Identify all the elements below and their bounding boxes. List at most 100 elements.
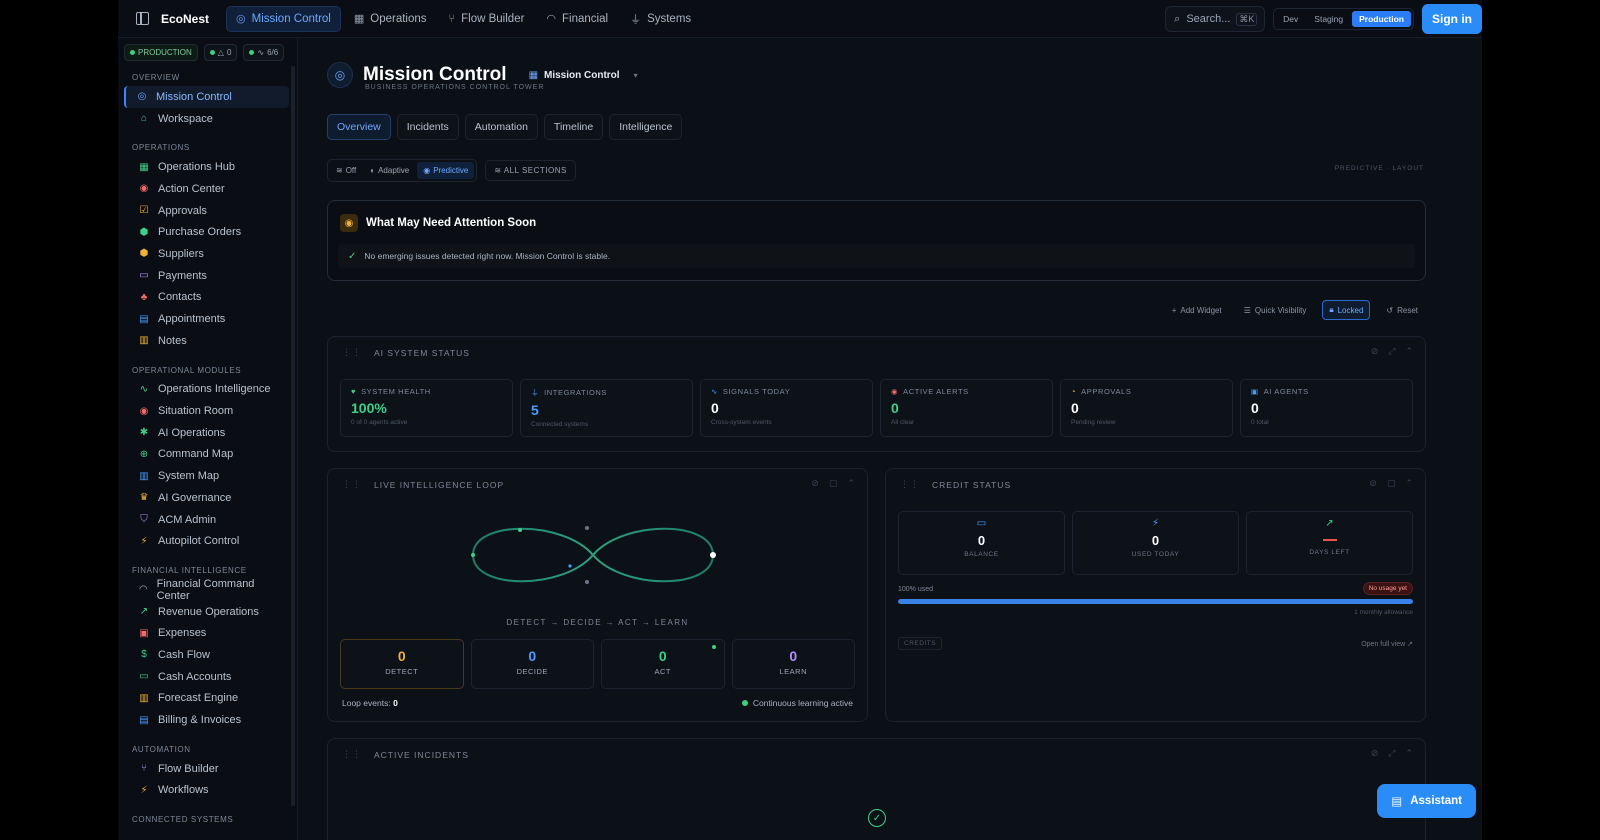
- sidebar-item-forecast-engine[interactable]: ▥ Forecast Engine: [124, 688, 289, 710]
- tab-overview[interactable]: Overview: [327, 114, 391, 140]
- tab-intelligence[interactable]: Intelligence: [609, 114, 683, 140]
- tab-incidents[interactable]: Incidents: [396, 114, 459, 140]
- panel-header: ⋮⋮ AI SYSTEM STATUS: [342, 347, 470, 358]
- sign-in-button[interactable]: Sign in: [1422, 4, 1482, 34]
- stat-label-row: ♥ SYSTEM HEALTH: [351, 387, 502, 396]
- nav-tab-systems[interactable]: ⏚ Systems: [621, 6, 700, 32]
- env-dev[interactable]: Dev: [1283, 14, 1299, 24]
- loop-node: [585, 580, 589, 584]
- alerts-badge[interactable]: △ 0: [203, 44, 238, 61]
- nav-tab-operations[interactable]: ▦ Operations: [345, 6, 436, 32]
- all-sections-button[interactable]: ≋ ALL SECTIONS: [485, 160, 576, 181]
- search-input[interactable]: ⌕ Search... ⌘K: [1165, 6, 1266, 32]
- chevron-up-icon[interactable]: ⌃: [1405, 748, 1413, 758]
- loop-node: [585, 526, 589, 530]
- sidebar-item-workspace[interactable]: ⌂ Workspace: [124, 108, 289, 130]
- stat-subtext: Pending review: [1071, 419, 1116, 426]
- sidebar-item-label: Suppliers: [158, 247, 204, 260]
- sidebar-item-billing-invoices[interactable]: ▤ Billing & Invoices: [124, 709, 289, 731]
- sidebar-section-heading: OPERATIONAL MODULES: [132, 365, 242, 375]
- sidebar-item-label: AI Operations: [158, 426, 226, 439]
- drag-handle-icon[interactable]: ⋮⋮: [342, 479, 362, 489]
- env-staging[interactable]: Staging: [1314, 14, 1344, 24]
- stat-subtext: Cross-system events: [711, 419, 772, 426]
- sidebar-section-heading: CONNECTED SYSTEMS: [132, 815, 234, 825]
- sidebar-item-workflows[interactable]: ⚡ Workflows: [124, 780, 289, 802]
- phase-act: 0 ACT: [601, 639, 725, 689]
- expand-icon[interactable]: ⤢: [1388, 346, 1396, 356]
- sidebar-item-icon: ⚡: [140, 535, 148, 547]
- tab-automation[interactable]: Automation: [464, 114, 538, 140]
- drag-handle-icon[interactable]: ⋮⋮: [342, 749, 362, 759]
- sidebar-item-system-map[interactable]: ▥ System Map: [124, 465, 289, 487]
- trend-up-icon: ↗: [1325, 518, 1334, 529]
- stat-label: AI AGENTS: [1263, 387, 1309, 396]
- sidebar-item-cash-flow[interactable]: $ Cash Flow: [124, 644, 289, 666]
- sidebar-item-ai-governance[interactable]: ♛ AI Governance: [124, 487, 289, 509]
- sidebar-item-financial-command-center[interactable]: ◠ Financial Command Center: [124, 578, 289, 602]
- mode-off[interactable]: ≋ Off: [330, 162, 362, 179]
- sidebar-item-ai-operations[interactable]: ✱ AI Operations: [124, 422, 289, 444]
- open-full-view-link[interactable]: Open full view ↗: [1361, 640, 1413, 648]
- sidebar-section-heading: OPERATIONS: [132, 143, 190, 153]
- sidebar-item-flow-builder[interactable]: ⑂ Flow Builder: [124, 758, 289, 780]
- sidebar-item-approvals[interactable]: ☑ Approvals: [124, 200, 289, 222]
- sidebar-item-mission-control[interactable]: ◎ Mission Control: [124, 86, 289, 108]
- sidebar-item-icon: ▥: [139, 692, 149, 704]
- expand-icon[interactable]: ⤢: [1388, 748, 1396, 758]
- chevron-up-icon[interactable]: ⌃: [1405, 346, 1413, 356]
- sidebar-item-action-center[interactable]: ◉ Action Center: [124, 178, 289, 200]
- sidebar-item-cash-accounts[interactable]: ▭ Cash Accounts: [124, 666, 289, 688]
- stat-value: 0: [891, 400, 899, 416]
- env-production[interactable]: Production: [1352, 11, 1411, 27]
- sidebar-item-suppliers[interactable]: ⬢ Suppliers: [124, 243, 289, 265]
- sidebar-item-autopilot-control[interactable]: ⚡ Autopilot Control: [124, 530, 289, 552]
- sidebar-scrollbar[interactable]: [291, 66, 295, 806]
- credit-status-panel: ⋮⋮ CREDIT STATUS ⊘ ▢ ⌃ ▭ 0 BALANCE ⚡ 0 USED…: [885, 468, 1426, 722]
- hide-icon[interactable]: ⊘: [1369, 478, 1377, 488]
- mode-predictive[interactable]: ◉ Predictive: [417, 162, 475, 179]
- sidebar-item-acm-admin[interactable]: ⛉ ACM Admin: [124, 509, 289, 531]
- sidebar-item-label: AI Governance: [158, 491, 232, 504]
- nav-tab-flow-builder[interactable]: ⑂ Flow Builder: [440, 6, 534, 32]
- hide-icon[interactable]: ⊘: [1370, 346, 1379, 356]
- locked-button[interactable]: 🔒︎ Locked: [1322, 300, 1371, 320]
- view-switcher[interactable]: ▦ Mission Control ▾: [529, 70, 638, 81]
- sidebar-item-expenses[interactable]: ▣ Expenses: [124, 622, 289, 644]
- brand[interactable]: EcoNest: [118, 12, 226, 26]
- hide-icon[interactable]: ⊘: [1370, 748, 1379, 758]
- expand-icon[interactable]: ▢: [1386, 478, 1396, 488]
- nav-tab-label: Operations: [370, 12, 427, 25]
- expand-icon[interactable]: ▢: [828, 478, 838, 488]
- health-badge[interactable]: ∿ 6/6: [243, 44, 285, 61]
- chevron-up-icon[interactable]: ⌃: [1405, 478, 1413, 488]
- reset-button[interactable]: ↺ Reset: [1380, 302, 1424, 319]
- hide-icon[interactable]: ⊘: [811, 478, 819, 488]
- drag-handle-icon[interactable]: ⋮⋮: [900, 479, 920, 489]
- sidebar-item-label: Workspace: [158, 112, 213, 125]
- tab-timeline[interactable]: Timeline: [543, 114, 604, 140]
- sidebar-item-command-map[interactable]: ⊕ Command Map: [124, 444, 289, 466]
- sidebar-item-situation-room[interactable]: ◉ Situation Room: [124, 400, 289, 422]
- main-content: ◎ Mission Control BUSINESS OPERATIONS CO…: [299, 38, 1482, 840]
- sidebar-item-contacts[interactable]: ♣ Contacts: [124, 287, 289, 309]
- sidebar-item-revenue-operations[interactable]: ↗ Revenue Operations: [124, 601, 289, 623]
- phase-label: DECIDE: [516, 667, 548, 676]
- sidebar-item-notes[interactable]: ▥ Notes: [124, 330, 289, 352]
- assistant-button[interactable]: ▤ Assistant: [1377, 784, 1476, 818]
- sidebar-item-payments[interactable]: ▭ Payments: [124, 265, 289, 287]
- chevron-down-icon: ▾: [633, 70, 638, 80]
- chevron-up-icon[interactable]: ⌃: [847, 478, 855, 488]
- sidebar-toggle-icon[interactable]: [136, 12, 149, 25]
- drag-handle-icon[interactable]: ⋮⋮: [342, 347, 362, 357]
- nav-tab-financial[interactable]: ◠ Financial: [537, 6, 617, 32]
- quick-visibility-button[interactable]: ☰ Quick Visibility: [1238, 302, 1313, 319]
- add-widget-button[interactable]: + Add Widget: [1166, 302, 1228, 319]
- stat-label-row: ◔ APPROVALS: [1071, 387, 1222, 396]
- mode-adaptive[interactable]: ◐ Adaptive: [364, 162, 415, 179]
- sidebar-item-operations-intelligence[interactable]: ∿ Operations Intelligence: [124, 379, 289, 401]
- nav-tab-mission-control[interactable]: ◎ Mission Control: [226, 5, 341, 32]
- sidebar-item-operations-hub[interactable]: ▦ Operations Hub: [124, 156, 289, 178]
- sidebar-item-purchase-orders[interactable]: ⬢ Purchase Orders: [124, 221, 289, 243]
- sidebar-item-appointments[interactable]: ▤ Appointments: [124, 308, 289, 330]
